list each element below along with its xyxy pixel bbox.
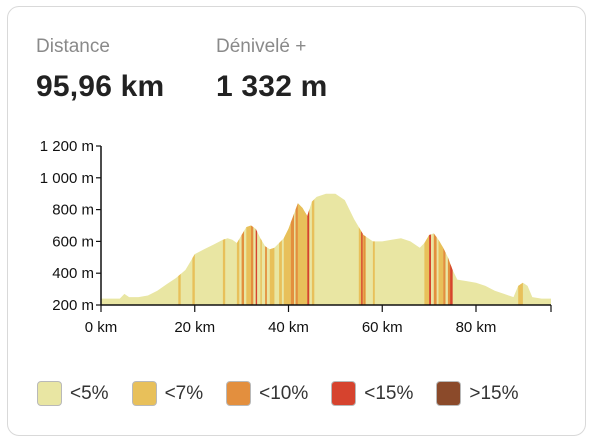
x-tick-label: 60 km xyxy=(362,319,403,336)
legend-swatch-lt7 xyxy=(131,381,157,406)
elevation-gain-stat: Dénivelé + 1 332 m xyxy=(216,36,327,104)
slope-segment-lt7 xyxy=(283,222,291,305)
y-tick-label: 200 m xyxy=(52,297,94,314)
slope-segment-lt10 xyxy=(433,233,437,305)
elevation-gain-label: Dénivelé + xyxy=(216,36,307,57)
legend-label-lt15: <15% xyxy=(364,382,414,404)
slope-legend: <5% <7% <10% <15% >15% xyxy=(37,381,542,406)
legend-item-lt7: <7% xyxy=(131,381,204,406)
legend-label-lt5: <5% xyxy=(70,382,109,404)
slope-segment-lt10 xyxy=(251,225,254,305)
slope-segment-lt15 xyxy=(429,234,431,305)
slope-segment-lt7 xyxy=(192,254,195,305)
elevation-gain-value: 1 332 m xyxy=(216,70,328,103)
slope-segment-lt7 xyxy=(246,225,251,305)
slope-segment-lt7 xyxy=(260,238,262,305)
x-tick-label: 40 km xyxy=(268,319,309,336)
legend-swatch-gt15 xyxy=(436,381,462,406)
legend-label-lt10: <10% xyxy=(259,382,309,404)
legend-swatch-lt15 xyxy=(331,381,357,406)
slope-segment-lt7 xyxy=(269,247,275,305)
slope-segment-lt15 xyxy=(450,263,453,305)
slope-segment-lt7 xyxy=(438,239,444,305)
slope-segment-lt10 xyxy=(443,247,446,305)
distance-stat: Distance 95,96 km xyxy=(36,36,164,104)
slope-segment-lt7 xyxy=(518,282,523,305)
distance-label: Distance xyxy=(36,36,110,57)
legend-item-lt5: <5% xyxy=(37,381,109,406)
x-tick-label: 20 km xyxy=(174,319,215,336)
slope-segment-lt15 xyxy=(361,231,363,305)
legend-item-lt15: <15% xyxy=(331,381,413,406)
x-tick-label: 0 km xyxy=(85,319,118,336)
x-tick-label: 80 km xyxy=(456,319,497,336)
slope-segment-lt7 xyxy=(279,240,282,305)
y-tick-label: 1 200 m xyxy=(40,138,94,155)
slope-segment-lt7 xyxy=(311,199,315,305)
y-tick-label: 800 m xyxy=(52,202,94,219)
slope-segment-lt7 xyxy=(372,241,375,305)
slope-segment-lt10 xyxy=(295,203,298,305)
slope-segment-lt10 xyxy=(290,213,295,305)
legend-swatch-lt5 xyxy=(37,381,62,406)
slope-segment-lt10 xyxy=(241,231,244,305)
slope-segment-lt7 xyxy=(178,274,181,305)
slope-segment-lt7 xyxy=(424,235,430,305)
legend-item-lt10: <10% xyxy=(226,381,308,406)
elevation-area xyxy=(101,193,551,305)
legend-swatch-lt10 xyxy=(226,381,252,406)
slope-segment-lt15 xyxy=(255,228,258,305)
slope-segment-lt10 xyxy=(265,246,267,305)
legend-label-gt15: >15% xyxy=(469,382,519,404)
slope-segment-lt15 xyxy=(307,210,310,305)
y-tick-label: 600 m xyxy=(52,233,94,250)
slope-segment-lt7 xyxy=(236,239,240,305)
slope-segment-lt10 xyxy=(363,235,366,305)
distance-value: 95,96 km xyxy=(36,70,165,103)
y-tick-label: 400 m xyxy=(52,265,94,282)
slope-segment-lt7 xyxy=(297,203,308,305)
legend-label-lt7: <7% xyxy=(164,382,204,404)
legend-item-gt15: >15% xyxy=(436,381,519,406)
slope-segment-lt7 xyxy=(222,239,226,305)
y-tick-label: 1 000 m xyxy=(40,170,94,187)
